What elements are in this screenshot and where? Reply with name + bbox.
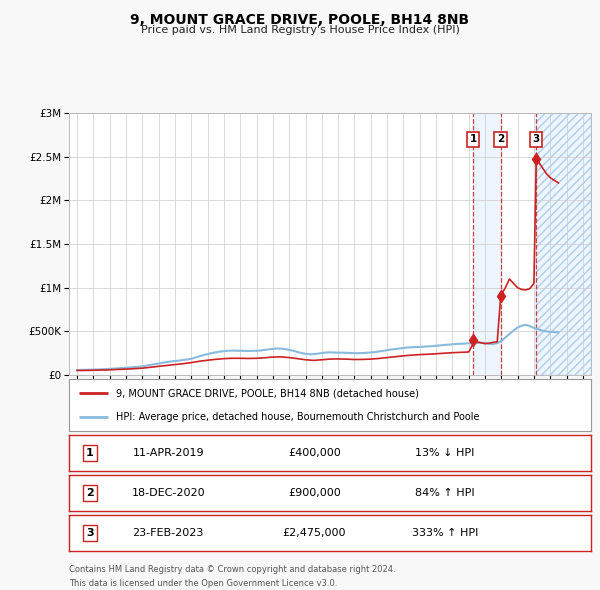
- Text: This data is licensed under the Open Government Licence v3.0.: This data is licensed under the Open Gov…: [69, 579, 337, 588]
- Text: 84% ↑ HPI: 84% ↑ HPI: [415, 488, 475, 498]
- Text: 13% ↓ HPI: 13% ↓ HPI: [415, 448, 475, 458]
- Text: Price paid vs. HM Land Registry's House Price Index (HPI): Price paid vs. HM Land Registry's House …: [140, 25, 460, 35]
- Text: 2: 2: [497, 135, 505, 144]
- Text: 3: 3: [533, 135, 540, 144]
- Text: 11-APR-2019: 11-APR-2019: [133, 448, 204, 458]
- Text: £900,000: £900,000: [288, 488, 341, 498]
- Text: £2,475,000: £2,475,000: [283, 528, 346, 538]
- Text: 9, MOUNT GRACE DRIVE, POOLE, BH14 8NB (detached house): 9, MOUNT GRACE DRIVE, POOLE, BH14 8NB (d…: [116, 388, 419, 398]
- Text: HPI: Average price, detached house, Bournemouth Christchurch and Poole: HPI: Average price, detached house, Bour…: [116, 412, 479, 422]
- Text: 1: 1: [470, 135, 477, 144]
- Text: 18-DEC-2020: 18-DEC-2020: [131, 488, 205, 498]
- Text: 3: 3: [86, 528, 94, 538]
- Text: £400,000: £400,000: [288, 448, 341, 458]
- Text: 1: 1: [86, 448, 94, 458]
- Bar: [473, 113, 500, 375]
- Text: Contains HM Land Registry data © Crown copyright and database right 2024.: Contains HM Land Registry data © Crown c…: [69, 565, 395, 573]
- Text: 9, MOUNT GRACE DRIVE, POOLE, BH14 8NB: 9, MOUNT GRACE DRIVE, POOLE, BH14 8NB: [130, 13, 470, 27]
- Bar: [536, 113, 591, 375]
- Text: 333% ↑ HPI: 333% ↑ HPI: [412, 528, 478, 538]
- Bar: [536, 113, 591, 375]
- Text: 23-FEB-2023: 23-FEB-2023: [133, 528, 204, 538]
- Text: 2: 2: [86, 488, 94, 498]
